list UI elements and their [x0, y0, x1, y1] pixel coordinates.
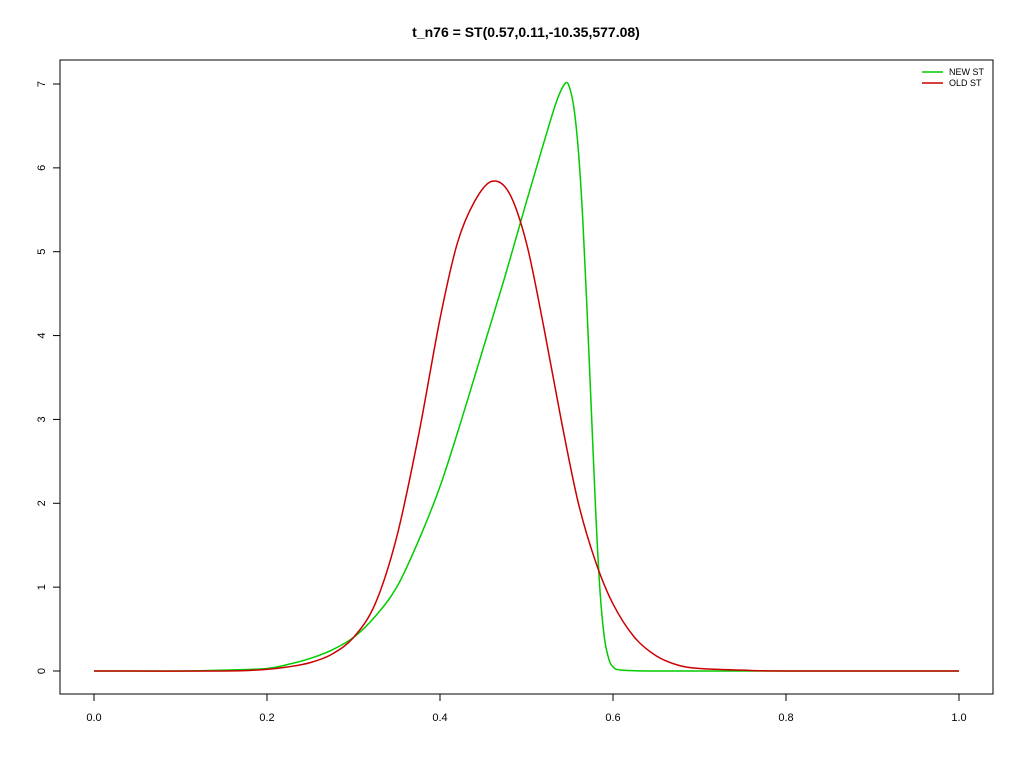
x-axis: 0.0 0.2 0.4 0.6 0.8 1.0	[86, 693, 967, 724]
x-tick-label: 0.0	[86, 712, 101, 724]
chart-title: t_n76 = ST(0.57,0.11,-10.35,577.08)	[412, 24, 640, 40]
x-tick-label: 0.2	[259, 712, 274, 724]
plot-area-frame	[59, 59, 994, 695]
x-tick-label: 1.0	[951, 712, 966, 724]
y-tick-label: 2	[36, 500, 48, 506]
legend-label-new-st: NEW ST	[949, 67, 985, 77]
y-tick-label: 1	[36, 584, 48, 590]
series-line-new-st	[93, 81, 959, 672]
x-tick-label: 0.6	[605, 712, 620, 724]
x-tick-label: 0.8	[778, 712, 793, 724]
y-tick-label: 0	[36, 668, 48, 674]
y-tick-label: 4	[36, 333, 48, 339]
series-layer	[93, 81, 960, 672]
x-tick-label: 0.4	[432, 712, 447, 724]
y-tick-label: 6	[36, 165, 48, 171]
y-tick-label: 3	[36, 416, 48, 422]
y-tick-label: 5	[36, 249, 48, 255]
y-axis: 0 1 2 3 4 5 6 7	[36, 81, 61, 674]
y-tick-label: 7	[36, 81, 48, 87]
legend-label-old-st: OLD ST	[949, 78, 982, 88]
series-line-old-st	[93, 180, 960, 672]
